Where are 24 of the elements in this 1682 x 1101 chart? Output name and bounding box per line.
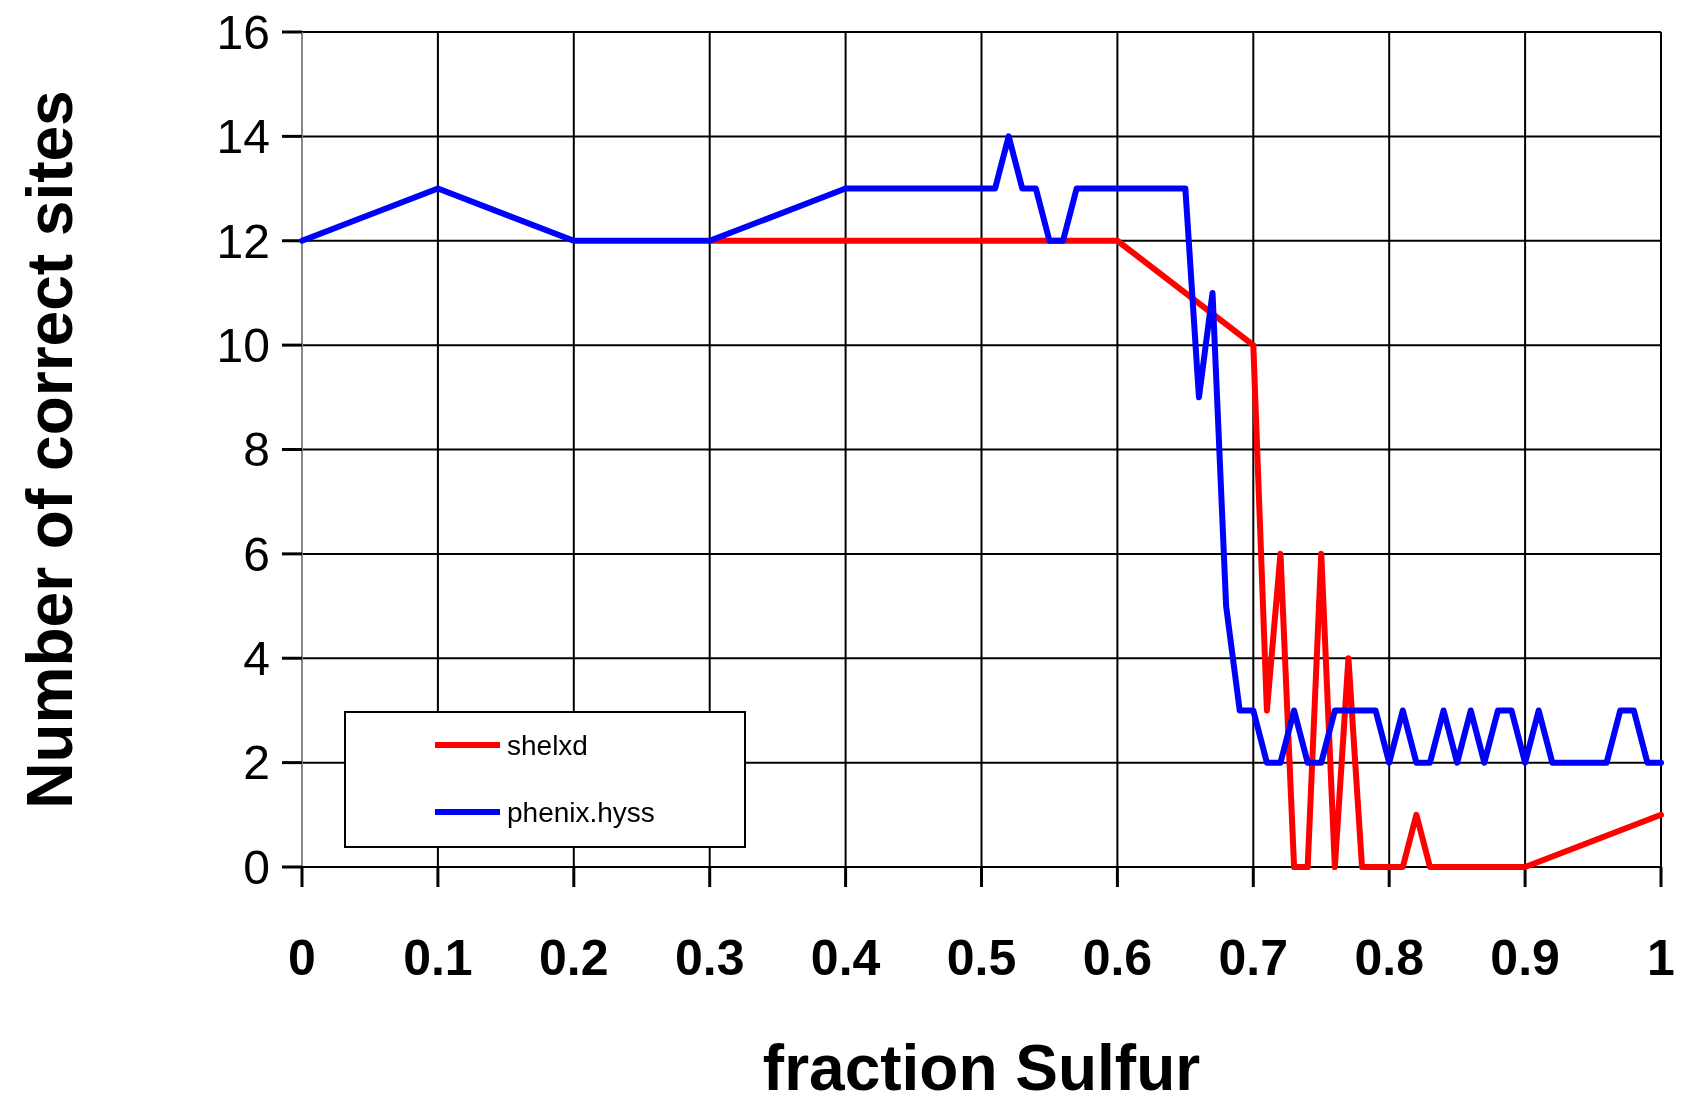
x-tick-label: 0.7 [1218,930,1289,986]
y-tick-label: 10 [216,318,270,372]
y-axis-title: Number of correct sites [14,90,86,809]
x-tick-label: 1 [1647,930,1675,986]
y-tick-label: 14 [216,110,270,164]
x-tick-label: 0 [288,930,316,986]
y-tick-label: 4 [243,632,270,686]
y-tick-label: 12 [216,214,270,268]
x-tick-label: 0.5 [946,930,1017,986]
legend-label: shelxd [507,729,588,761]
x-tick-label: 0.1 [403,930,473,986]
x-tick-label: 0.2 [539,930,609,986]
y-tick-label: 8 [243,423,270,477]
y-tick-label: 16 [216,5,270,59]
y-tick-label: 0 [243,840,270,894]
legend-label: phenix.hyss [507,796,655,828]
x-tick-label: 0.4 [810,930,881,986]
y-tick-label: 6 [243,527,270,581]
x-tick-label: 0.3 [674,930,745,986]
x-tick-label: 0.9 [1490,930,1560,986]
x-tick-label: 0.8 [1354,930,1424,986]
x-axis-title: fraction Sulfur [762,1032,1201,1101]
y-tick-label: 2 [243,736,270,790]
x-tick-label: 0.6 [1082,930,1153,986]
